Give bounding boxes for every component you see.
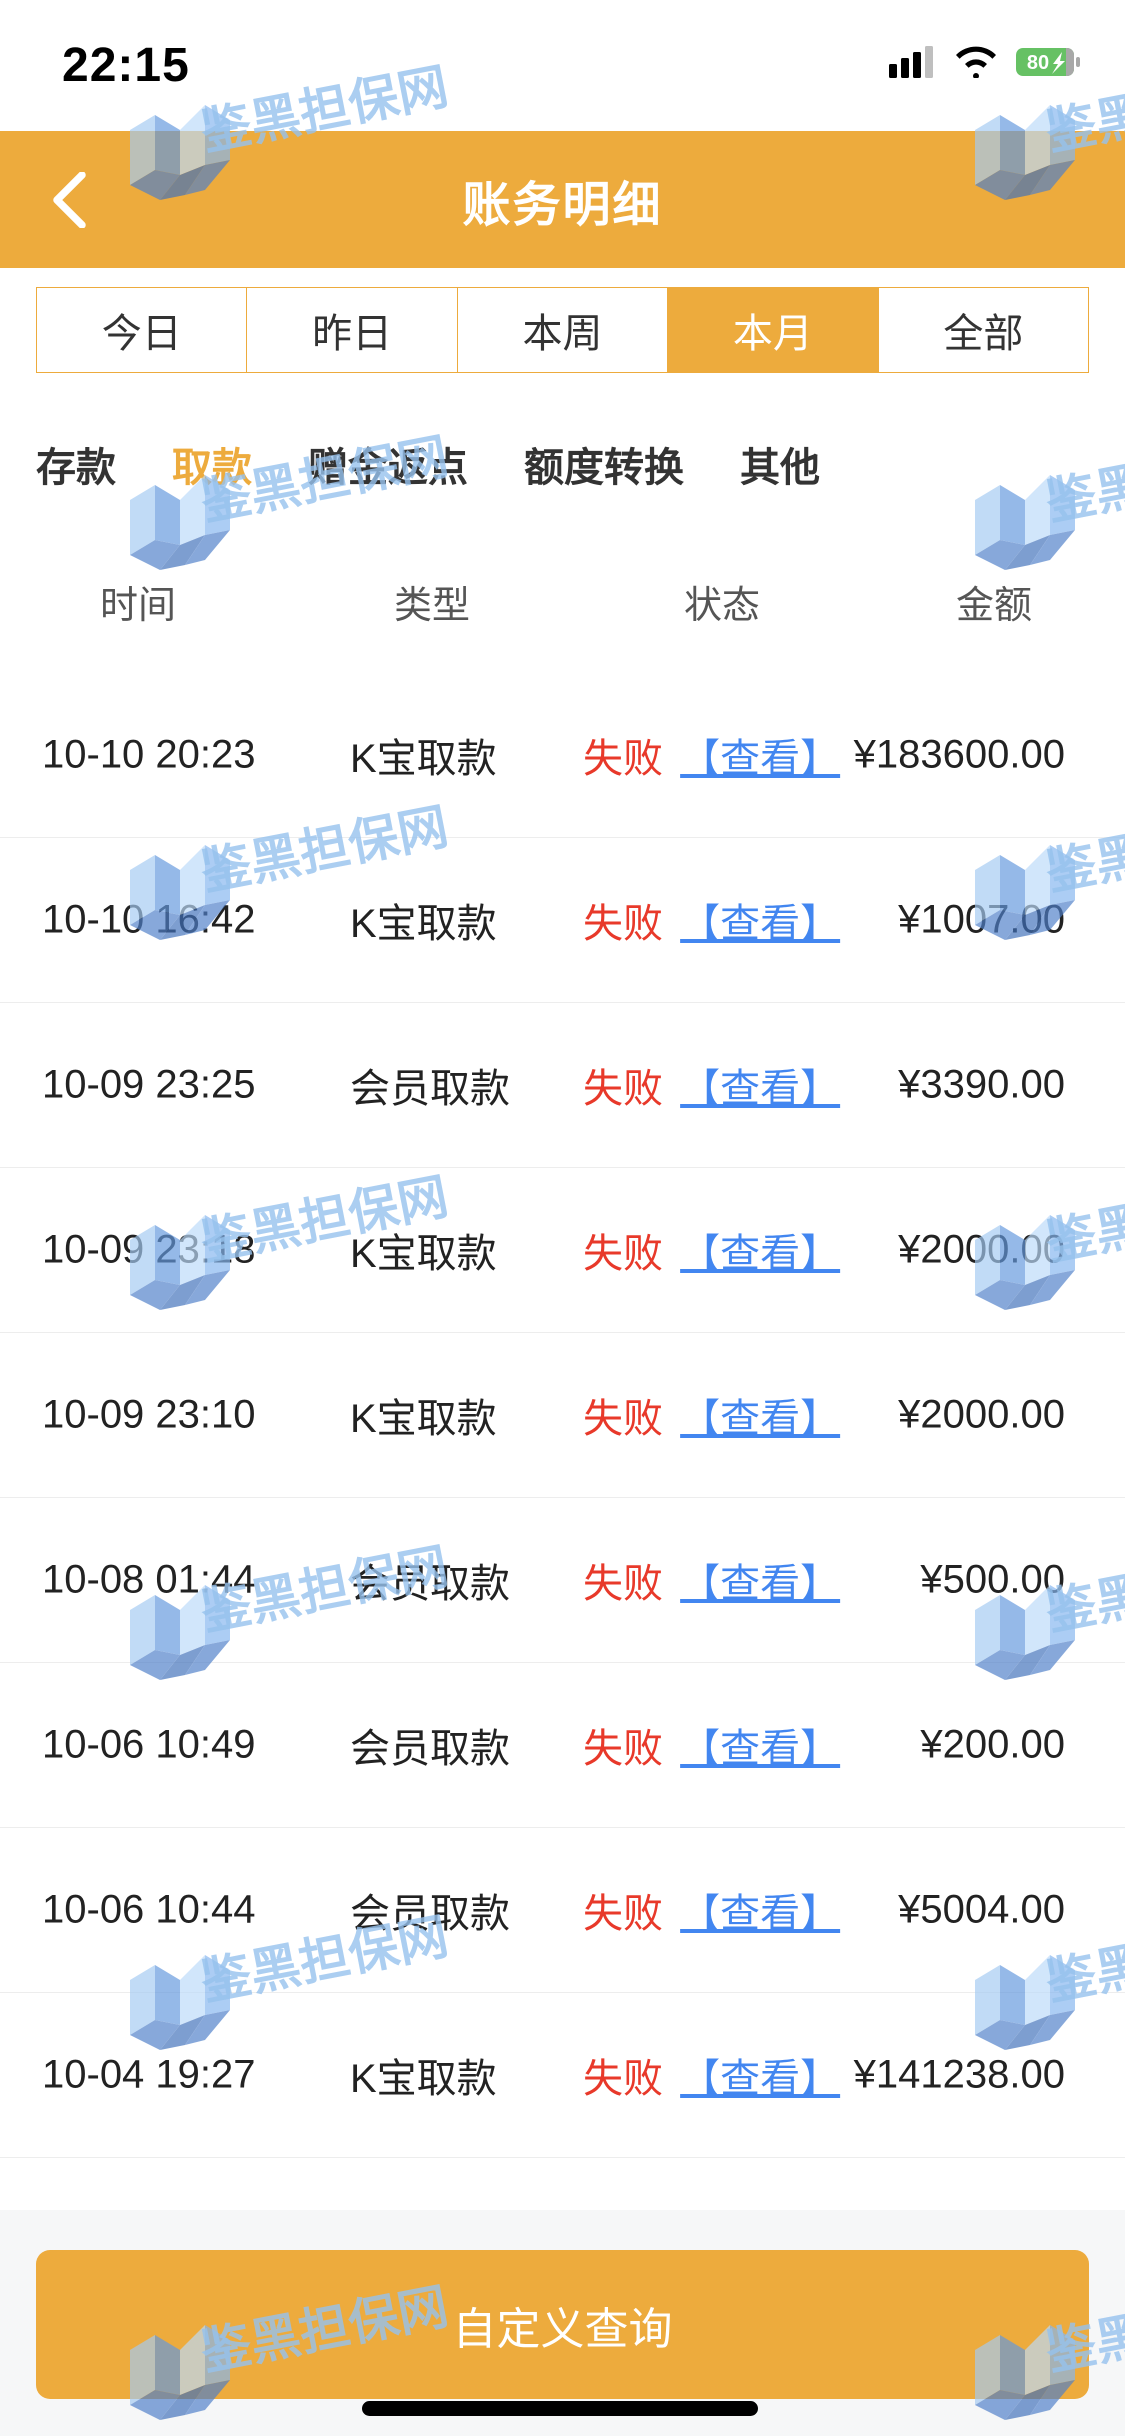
- svg-text:80: 80: [1027, 52, 1049, 74]
